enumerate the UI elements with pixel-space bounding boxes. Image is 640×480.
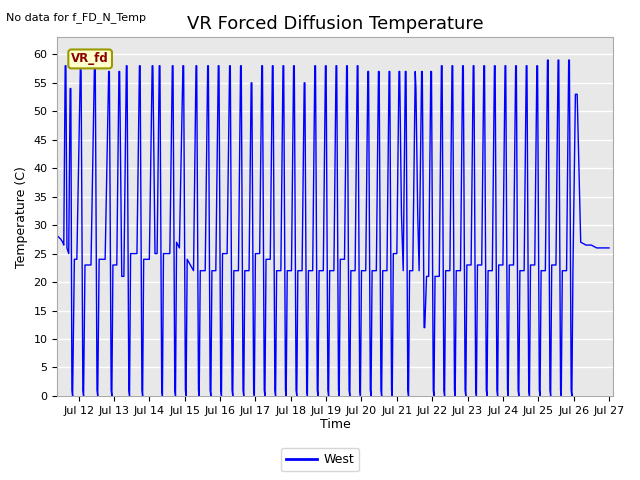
Title: VR Forced Diffusion Temperature: VR Forced Diffusion Temperature: [187, 15, 483, 33]
Y-axis label: Temperature (C): Temperature (C): [15, 166, 28, 267]
Text: No data for f_FD_N_Temp: No data for f_FD_N_Temp: [6, 12, 147, 23]
Text: VR_fd: VR_fd: [71, 52, 109, 65]
Legend: West: West: [281, 448, 359, 471]
X-axis label: Time: Time: [319, 419, 350, 432]
